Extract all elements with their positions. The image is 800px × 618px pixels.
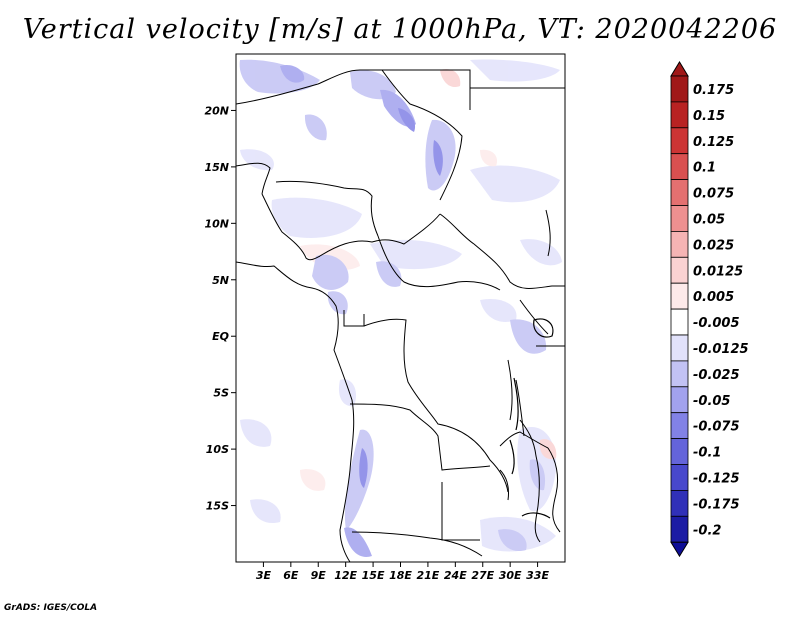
colorbar: 0.175 0.15 0.125 0.1 0.075 0.05 0.025 0.0125 0.0…	[670, 61, 749, 558]
colorbar-label: 0.0125	[693, 264, 743, 279]
lon-tick-label: 21E	[417, 569, 440, 582]
colorbar-label: -0.1	[693, 446, 721, 461]
lat-tick-label: EQ	[212, 330, 229, 343]
colorbar-segment	[670, 75, 689, 103]
colorbar-bottom-arrow	[670, 541, 689, 558]
colorbar-segment	[670, 464, 689, 491]
lon-tick-label: 12E	[334, 569, 357, 582]
colorbar-segment	[670, 101, 689, 129]
colorbar-label: 0.1	[693, 161, 716, 176]
lon-tick-label: 18E	[389, 569, 412, 582]
colorbar-segment	[670, 179, 689, 206]
colorbar-segment	[670, 256, 689, 284]
longitude-axis: 3E 6E 9E 12E 15E 18E 21E 24E 27E 30E 33E	[256, 562, 549, 582]
colorbar-segment	[670, 127, 689, 155]
colorbar-label: -0.0125	[693, 342, 749, 357]
map-title: Vertical velocity [m/s] at 1000hPa, VT: …	[22, 14, 778, 45]
colorbar-segment	[670, 282, 689, 310]
lon-tick-label: 3E	[256, 569, 272, 582]
colorbar-segment	[670, 334, 689, 362]
lat-tick-label: 15N	[204, 161, 229, 174]
lakes	[509, 318, 554, 519]
colorbar-label: -0.05	[693, 394, 730, 409]
country-borders	[236, 69, 565, 562]
colorbar-label: 0.175	[693, 83, 734, 98]
lon-tick-label: 6E	[283, 569, 299, 582]
velocity-field	[236, 54, 565, 562]
latitude-axis: 20N 15N 10N 5N EQ 5S 10S 15S	[204, 104, 236, 513]
lon-tick-label: 15E	[362, 569, 385, 582]
colorbar-label: 0.15	[693, 109, 725, 124]
colorbar-label: 0.075	[693, 187, 734, 202]
colorbar-segment	[670, 360, 689, 388]
lon-tick-label: 30E	[499, 569, 522, 582]
colorbar-label: -0.175	[693, 497, 740, 512]
colorbar-label: 0.125	[693, 135, 734, 150]
software-credit: GrADS: IGES/COLA	[4, 603, 98, 613]
lat-tick-label: 10S	[206, 443, 229, 456]
colorbar-segment	[670, 153, 689, 180]
colorbar-label: -0.125	[693, 471, 740, 486]
colorbar-label: -0.025	[693, 368, 740, 383]
lon-tick-label: 33E	[526, 569, 549, 582]
colorbar-segment	[670, 515, 689, 543]
colorbar-segment	[670, 386, 689, 414]
colorbar-segment	[670, 308, 689, 336]
lat-tick-label: 20N	[204, 104, 229, 117]
lon-tick-label: 9E	[311, 569, 327, 582]
colorbar-label: -0.005	[693, 316, 740, 331]
lon-tick-label: 27E	[471, 569, 494, 582]
colorbar-segment	[670, 438, 689, 465]
colorbar-segment	[670, 412, 689, 440]
colorbar-label: 0.025	[693, 238, 734, 253]
lat-tick-label: 5S	[213, 387, 229, 400]
lat-tick-label: 10N	[204, 217, 229, 230]
colorbar-label: 0.05	[693, 212, 725, 227]
colorbar-label: -0.075	[693, 420, 740, 435]
colorbar-segment	[670, 489, 689, 517]
colorbar-top-arrow	[670, 61, 689, 77]
lat-tick-label: 15S	[206, 500, 229, 513]
colorbar-segment	[670, 205, 689, 232]
lat-tick-label: 5N	[212, 274, 229, 287]
colorbar-label: 0.005	[693, 290, 734, 305]
colorbar-segment	[670, 230, 689, 258]
colorbar-label: -0.2	[693, 523, 721, 538]
lon-tick-label: 24E	[444, 569, 467, 582]
